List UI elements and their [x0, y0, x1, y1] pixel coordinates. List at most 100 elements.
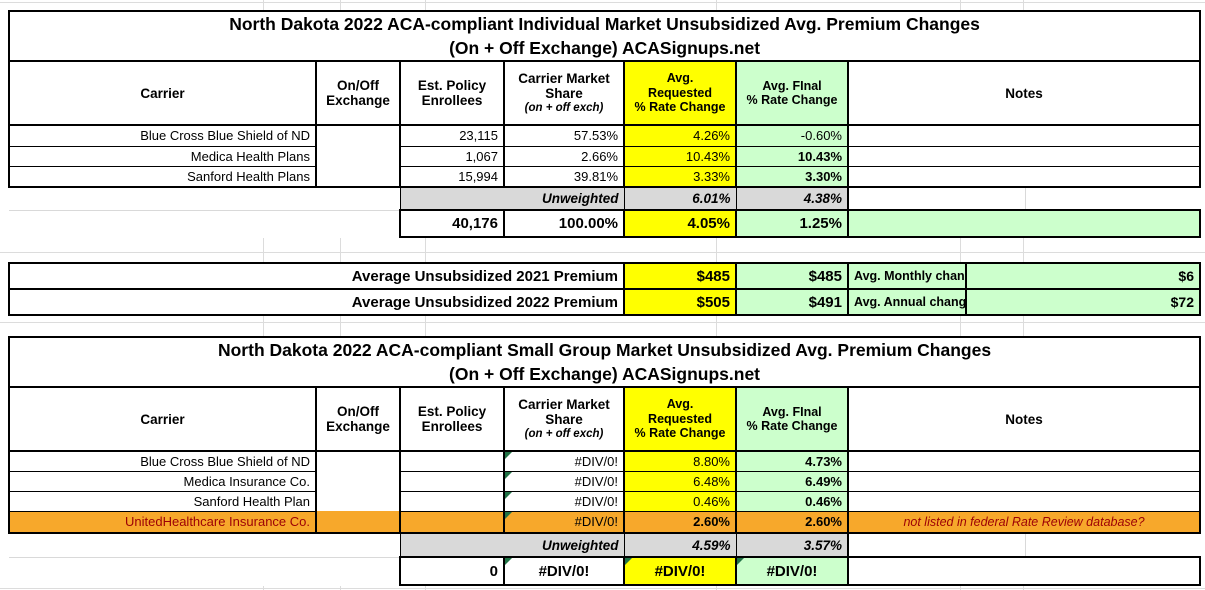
notes-cell[interactable] — [848, 166, 1202, 188]
total-notes-cell[interactable] — [846, 556, 1202, 586]
column-header-carrier[interactable]: Carrier — [8, 386, 317, 452]
final-rate-cell[interactable]: 0.46% — [736, 491, 849, 512]
unweighted-label[interactable]: Unweighted — [399, 187, 625, 210]
market-share-cell[interactable]: 2.66% — [504, 146, 625, 167]
unweighted-final-cell[interactable]: 4.38% — [736, 187, 849, 210]
unweighted-label[interactable]: Unweighted — [399, 533, 625, 557]
premium-2022-final[interactable]: $491 — [735, 288, 849, 316]
exchange-cell[interactable] — [316, 166, 401, 188]
premium-2021-final[interactable]: $485 — [735, 262, 849, 290]
premium-label[interactable]: Average Unsubsidized 2021 Premium — [8, 262, 625, 290]
notes-cell[interactable]: not listed in federal Rate Review databa… — [848, 511, 1202, 534]
unweighted-final-cell[interactable]: 3.57% — [736, 533, 849, 557]
total-notes-cell[interactable] — [846, 209, 1202, 238]
total-requested-cell[interactable]: 4.05% — [623, 209, 737, 238]
column-header-enrollees[interactable]: Est. Policy Enrollees — [399, 386, 505, 452]
column-header-market-share[interactable]: Carrier Market Share (on + off exch) — [503, 386, 625, 452]
exchange-cell[interactable] — [316, 210, 400, 237]
monthly-change-label[interactable]: Avg. Monthly change: — [847, 262, 967, 290]
column-header-notes[interactable]: Notes — [846, 386, 1202, 452]
column-header-enrollees[interactable]: Est. Policy Enrollees — [399, 60, 505, 126]
enrollees-cell[interactable]: 23,115 — [400, 125, 505, 147]
final-rate-cell[interactable]: 6.49% — [736, 471, 849, 492]
exchange-cell[interactable] — [316, 471, 401, 491]
total-final-cell[interactable]: #DIV/0! — [735, 556, 849, 586]
notes-cell[interactable] — [848, 146, 1202, 167]
table2-title[interactable]: North Dakota 2022 ACA-compliant Small Gr… — [7, 336, 1202, 388]
carrier-cell[interactable]: UnitedHealthcare Insurance Co. — [8, 511, 317, 534]
enrollees-cell[interactable]: 15,994 — [400, 166, 505, 188]
notes-cell[interactable] — [848, 187, 1201, 211]
enrollees-cell[interactable] — [400, 511, 505, 534]
unweighted-requested-cell[interactable]: 4.59% — [624, 533, 737, 557]
final-rate-cell[interactable]: 10.43% — [736, 146, 849, 167]
unweighted-requested-cell[interactable]: 6.01% — [624, 187, 737, 210]
notes-cell[interactable] — [848, 533, 1201, 558]
column-header-carrier[interactable]: Carrier — [8, 60, 317, 126]
requested-rate-cell[interactable]: 6.48% — [624, 471, 737, 492]
requested-rate-cell[interactable]: 10.43% — [624, 146, 737, 167]
total-enrollees-cell[interactable]: 40,176 — [399, 209, 505, 238]
enrollees-cell[interactable] — [400, 471, 505, 492]
total-market-share-cell[interactable]: 100.00% — [503, 209, 625, 238]
total-enrollees-cell[interactable]: 0 — [399, 556, 505, 586]
column-header-exchange[interactable]: On/Off Exchange — [315, 386, 401, 452]
carrier-cell[interactable]: Blue Cross Blue Shield of ND — [8, 125, 317, 147]
premium-2022-requested[interactable]: $505 — [623, 288, 737, 316]
table1-title[interactable]: North Dakota 2022 ACA-compliant Individu… — [7, 10, 1202, 62]
carrier-cell[interactable] — [9, 557, 316, 585]
exchange-cell[interactable] — [316, 125, 401, 146]
exchange-cell[interactable] — [316, 557, 400, 585]
column-header-final[interactable]: Avg. FInal % Rate Change — [735, 60, 849, 126]
column-header-final[interactable]: Avg. FInal % Rate Change — [735, 386, 849, 452]
final-rate-cell[interactable]: -0.60% — [736, 125, 849, 147]
exchange-cell[interactable] — [316, 451, 401, 471]
exchange-cell[interactable] — [316, 491, 401, 511]
total-requested-cell[interactable]: #DIV/0! — [623, 556, 737, 586]
market-share-cell[interactable]: #DIV/0! — [504, 491, 625, 512]
notes-cell[interactable] — [848, 491, 1202, 512]
notes-cell[interactable] — [848, 451, 1202, 472]
market-share-cell[interactable]: 57.53% — [504, 125, 625, 147]
column-header-notes[interactable]: Notes — [846, 60, 1202, 126]
exchange-cell[interactable] — [316, 146, 401, 166]
exchange-cell[interactable] — [316, 511, 401, 534]
market-share-cell[interactable]: #DIV/0! — [504, 471, 625, 492]
monthly-change-value[interactable]: $6 — [965, 262, 1201, 290]
carrier-cell[interactable] — [9, 533, 316, 558]
market-share-cell[interactable]: 39.81% — [504, 166, 625, 188]
notes-cell[interactable] — [848, 471, 1202, 492]
market-share-cell[interactable]: #DIV/0! — [504, 511, 625, 534]
column-header-exchange[interactable]: On/Off Exchange — [315, 60, 401, 126]
column-header-requested[interactable]: Avg. Requested % Rate Change — [623, 386, 737, 452]
carrier-cell[interactable] — [9, 187, 316, 211]
market-share-cell[interactable]: #DIV/0! — [504, 451, 625, 472]
final-rate-cell[interactable]: 2.60% — [736, 511, 849, 534]
requested-rate-cell[interactable]: 0.46% — [624, 491, 737, 512]
carrier-cell[interactable]: Medica Insurance Co. — [8, 471, 317, 492]
carrier-cell[interactable]: Sanford Health Plan — [8, 491, 317, 512]
enrollees-cell[interactable] — [400, 451, 505, 472]
premium-label[interactable]: Average Unsubsidized 2022 Premium — [8, 288, 625, 316]
requested-rate-cell[interactable]: 3.33% — [624, 166, 737, 188]
notes-cell[interactable] — [848, 125, 1202, 147]
total-market-share-cell[interactable]: #DIV/0! — [503, 556, 625, 586]
column-header-market-share[interactable]: Carrier Market Share (on + off exch) — [503, 60, 625, 126]
carrier-cell[interactable] — [9, 210, 316, 237]
carrier-cell[interactable]: Blue Cross Blue Shield of ND — [8, 451, 317, 472]
annual-change-value[interactable]: $72 — [965, 288, 1201, 316]
annual-change-label[interactable]: Avg. Annual change: — [847, 288, 967, 316]
carrier-cell[interactable]: Sanford Health Plans — [8, 166, 317, 188]
requested-rate-cell[interactable]: 4.26% — [624, 125, 737, 147]
requested-rate-cell[interactable]: 8.80% — [624, 451, 737, 472]
final-rate-cell[interactable]: 3.30% — [736, 166, 849, 188]
exchange-cell[interactable] — [316, 187, 400, 211]
enrollees-cell[interactable]: 1,067 — [400, 146, 505, 167]
exchange-cell[interactable] — [316, 533, 400, 558]
premium-2021-requested[interactable]: $485 — [623, 262, 737, 290]
enrollees-cell[interactable] — [400, 491, 505, 512]
column-header-requested[interactable]: Avg. Requested % Rate Change — [623, 60, 737, 126]
requested-rate-cell[interactable]: 2.60% — [624, 511, 737, 534]
final-rate-cell[interactable]: 4.73% — [736, 451, 849, 472]
total-final-cell[interactable]: 1.25% — [735, 209, 849, 238]
